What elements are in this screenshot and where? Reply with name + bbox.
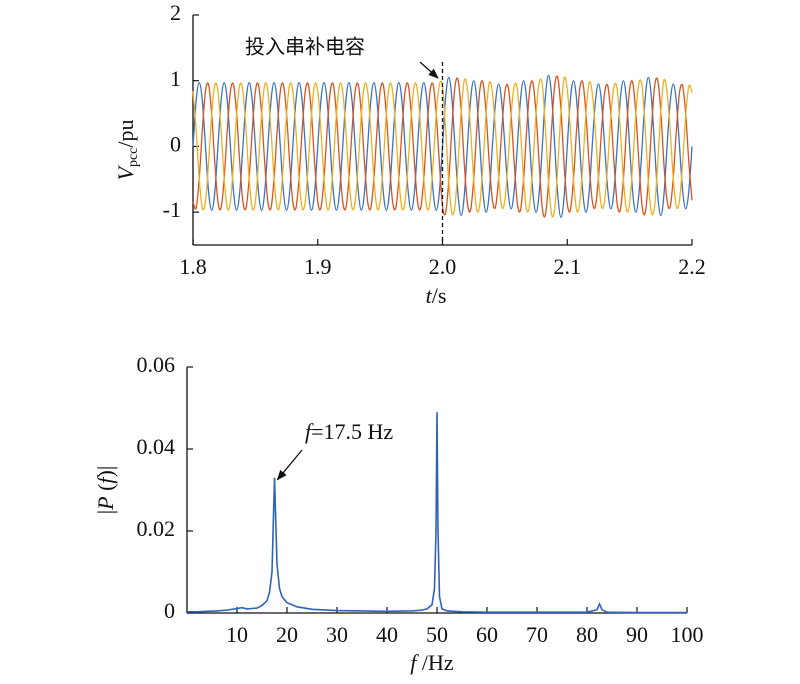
annotation-text: f=17.5 Hz <box>305 419 393 444</box>
y-tick-label: 0 <box>164 598 175 623</box>
x-tick-label: 60 <box>476 622 498 647</box>
x-tick-label: 20 <box>276 622 298 647</box>
x-label-part: t <box>426 283 433 308</box>
y-tick-label: 0 <box>170 131 181 156</box>
y-axis-label: Vpcc/pu <box>113 119 141 180</box>
x-tick-label: 90 <box>626 622 648 647</box>
x-tick-label: 40 <box>376 622 398 647</box>
x-label-part: f <box>410 650 419 675</box>
x-tick-label: 70 <box>526 622 548 647</box>
x-tick-label: 2.2 <box>678 254 706 279</box>
y-tick-label: 2 <box>170 0 181 25</box>
x-tick-label: 2.0 <box>429 254 457 279</box>
x-tick-label: 10 <box>226 622 248 647</box>
y-tick-label: 1 <box>170 66 181 91</box>
x-label-part: /Hz <box>416 650 454 675</box>
annotation-part: =17.5 Hz <box>311 419 393 444</box>
annotation-arrow <box>419 61 439 79</box>
x-tick-label: 1.9 <box>304 254 332 279</box>
y-tick-label: 0.06 <box>137 352 176 377</box>
y-label-part: P <box>93 496 118 510</box>
annotation-part: f <box>305 419 314 444</box>
y-tick-label: -1 <box>163 197 181 222</box>
series-line <box>187 412 687 614</box>
x-axis-label: t/s <box>426 283 447 308</box>
y-tick-label: 0.04 <box>137 434 176 459</box>
x-tick-label: 100 <box>671 622 704 647</box>
y-label-part: ( <box>93 484 118 497</box>
y-label-part: f <box>93 475 118 484</box>
annotation-arrow <box>276 449 303 481</box>
x-axis-label: f /Hz <box>410 650 454 675</box>
y-tick-label: 0.02 <box>137 516 176 541</box>
x-label-part: /s <box>432 283 447 308</box>
x-tick-label: 50 <box>426 622 448 647</box>
y-label-part: | <box>93 510 118 514</box>
x-tick-label: 80 <box>576 622 598 647</box>
x-tick-label: 30 <box>326 622 348 647</box>
y-label-part: /pu <box>113 119 138 147</box>
y-label-part: pcc <box>126 148 141 167</box>
annotation-text: 投入串补电容 <box>245 35 365 59</box>
x-tick-label: 1.8 <box>179 254 207 279</box>
x-tick-label: 2.1 <box>554 254 582 279</box>
y-label-part: )| <box>93 466 118 478</box>
y-axis-label: |P (f)| <box>93 466 118 515</box>
y-label-part: V <box>113 165 138 181</box>
series-line <box>192 75 693 218</box>
